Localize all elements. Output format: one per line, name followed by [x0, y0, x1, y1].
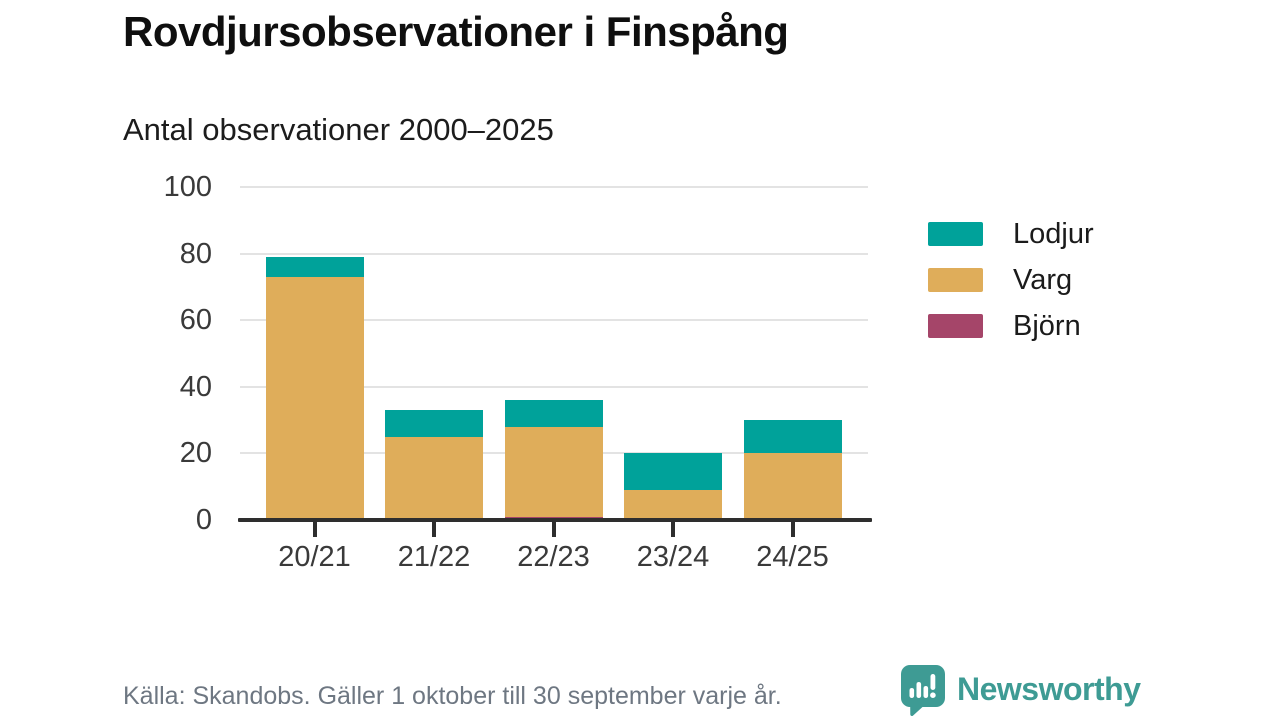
bar-22-23-lodjur [504, 400, 603, 427]
gridline-40 [240, 385, 868, 388]
y-axis-label-0: 0 [195, 504, 212, 536]
legend-swatch-bjorn [928, 314, 983, 338]
x-tickmark-20-21 [312, 522, 317, 537]
x-axis-label-21-22: 21/22 [397, 541, 471, 573]
x-tickmark-22-23 [551, 522, 556, 537]
legend-label-lodjur: Lodjur [1013, 217, 1094, 250]
newsworthy-logo: Newsworthy [897, 663, 1141, 716]
y-axis-label-100: 100 [163, 171, 212, 203]
source-note: Källa: Skandobs. Gäller 1 oktober till 3… [123, 682, 782, 710]
bar-23-24-varg [624, 490, 722, 520]
logo-bar-1 [909, 688, 915, 698]
x-axis-label-22-23: 22/23 [517, 541, 590, 573]
bar-24-25-lodjur [743, 420, 842, 454]
bar-23-24-lodjur [624, 453, 722, 491]
legend-item-bjorn: Björn [928, 303, 1094, 349]
gridline-60 [240, 319, 868, 322]
legend-item-varg: Varg [928, 257, 1094, 303]
newsworthy-logo-icon [901, 665, 945, 716]
legend-label-bjorn: Björn [1013, 309, 1081, 342]
bar-21-22-lodjur [385, 410, 483, 437]
bar-22-23-varg [504, 426, 603, 517]
bar-20-21-lodjur [265, 256, 364, 277]
legend-item-lodjur: Lodjur [928, 211, 1094, 257]
logo-exclamation-dot [930, 692, 936, 698]
y-axis-label-20: 20 [179, 437, 212, 470]
bar-24-25-varg [743, 453, 842, 520]
logo-bar-3 [923, 686, 929, 698]
x-tickmark-23-24 [671, 522, 675, 537]
x-axis-label-23-24: 23/24 [636, 541, 710, 573]
legend-label-varg: Varg [1013, 263, 1073, 296]
bar-20-21-varg [265, 276, 364, 520]
x-axis-label-20-21: 20/21 [278, 541, 351, 573]
x-tickmark-24-25 [790, 522, 795, 537]
logo-bar-2 [916, 682, 922, 698]
x-tickmark-21-22 [432, 522, 436, 537]
newsworthy-logo-text: Newsworthy [957, 671, 1141, 707]
bar-21-22-varg [385, 436, 483, 520]
x-axis-line [238, 518, 872, 522]
legend-swatch-varg [928, 268, 983, 292]
gridline-80 [240, 252, 868, 255]
gridline-100 [240, 186, 868, 188]
chart-subtitle: Antal observationer 2000–2025 [123, 112, 554, 147]
legend-swatch-lodjur [928, 222, 983, 246]
y-axis-label-40: 40 [179, 370, 212, 403]
page-title: Rovdjursobservationer i Finspång [123, 8, 789, 55]
logo-exclamation-bar [930, 674, 936, 690]
x-axis-label-24-25: 24/25 [756, 541, 829, 573]
y-axis-label-60: 60 [179, 304, 212, 337]
legend: Lodjur Varg Björn [928, 211, 1094, 349]
y-axis-label-80: 80 [179, 237, 212, 270]
